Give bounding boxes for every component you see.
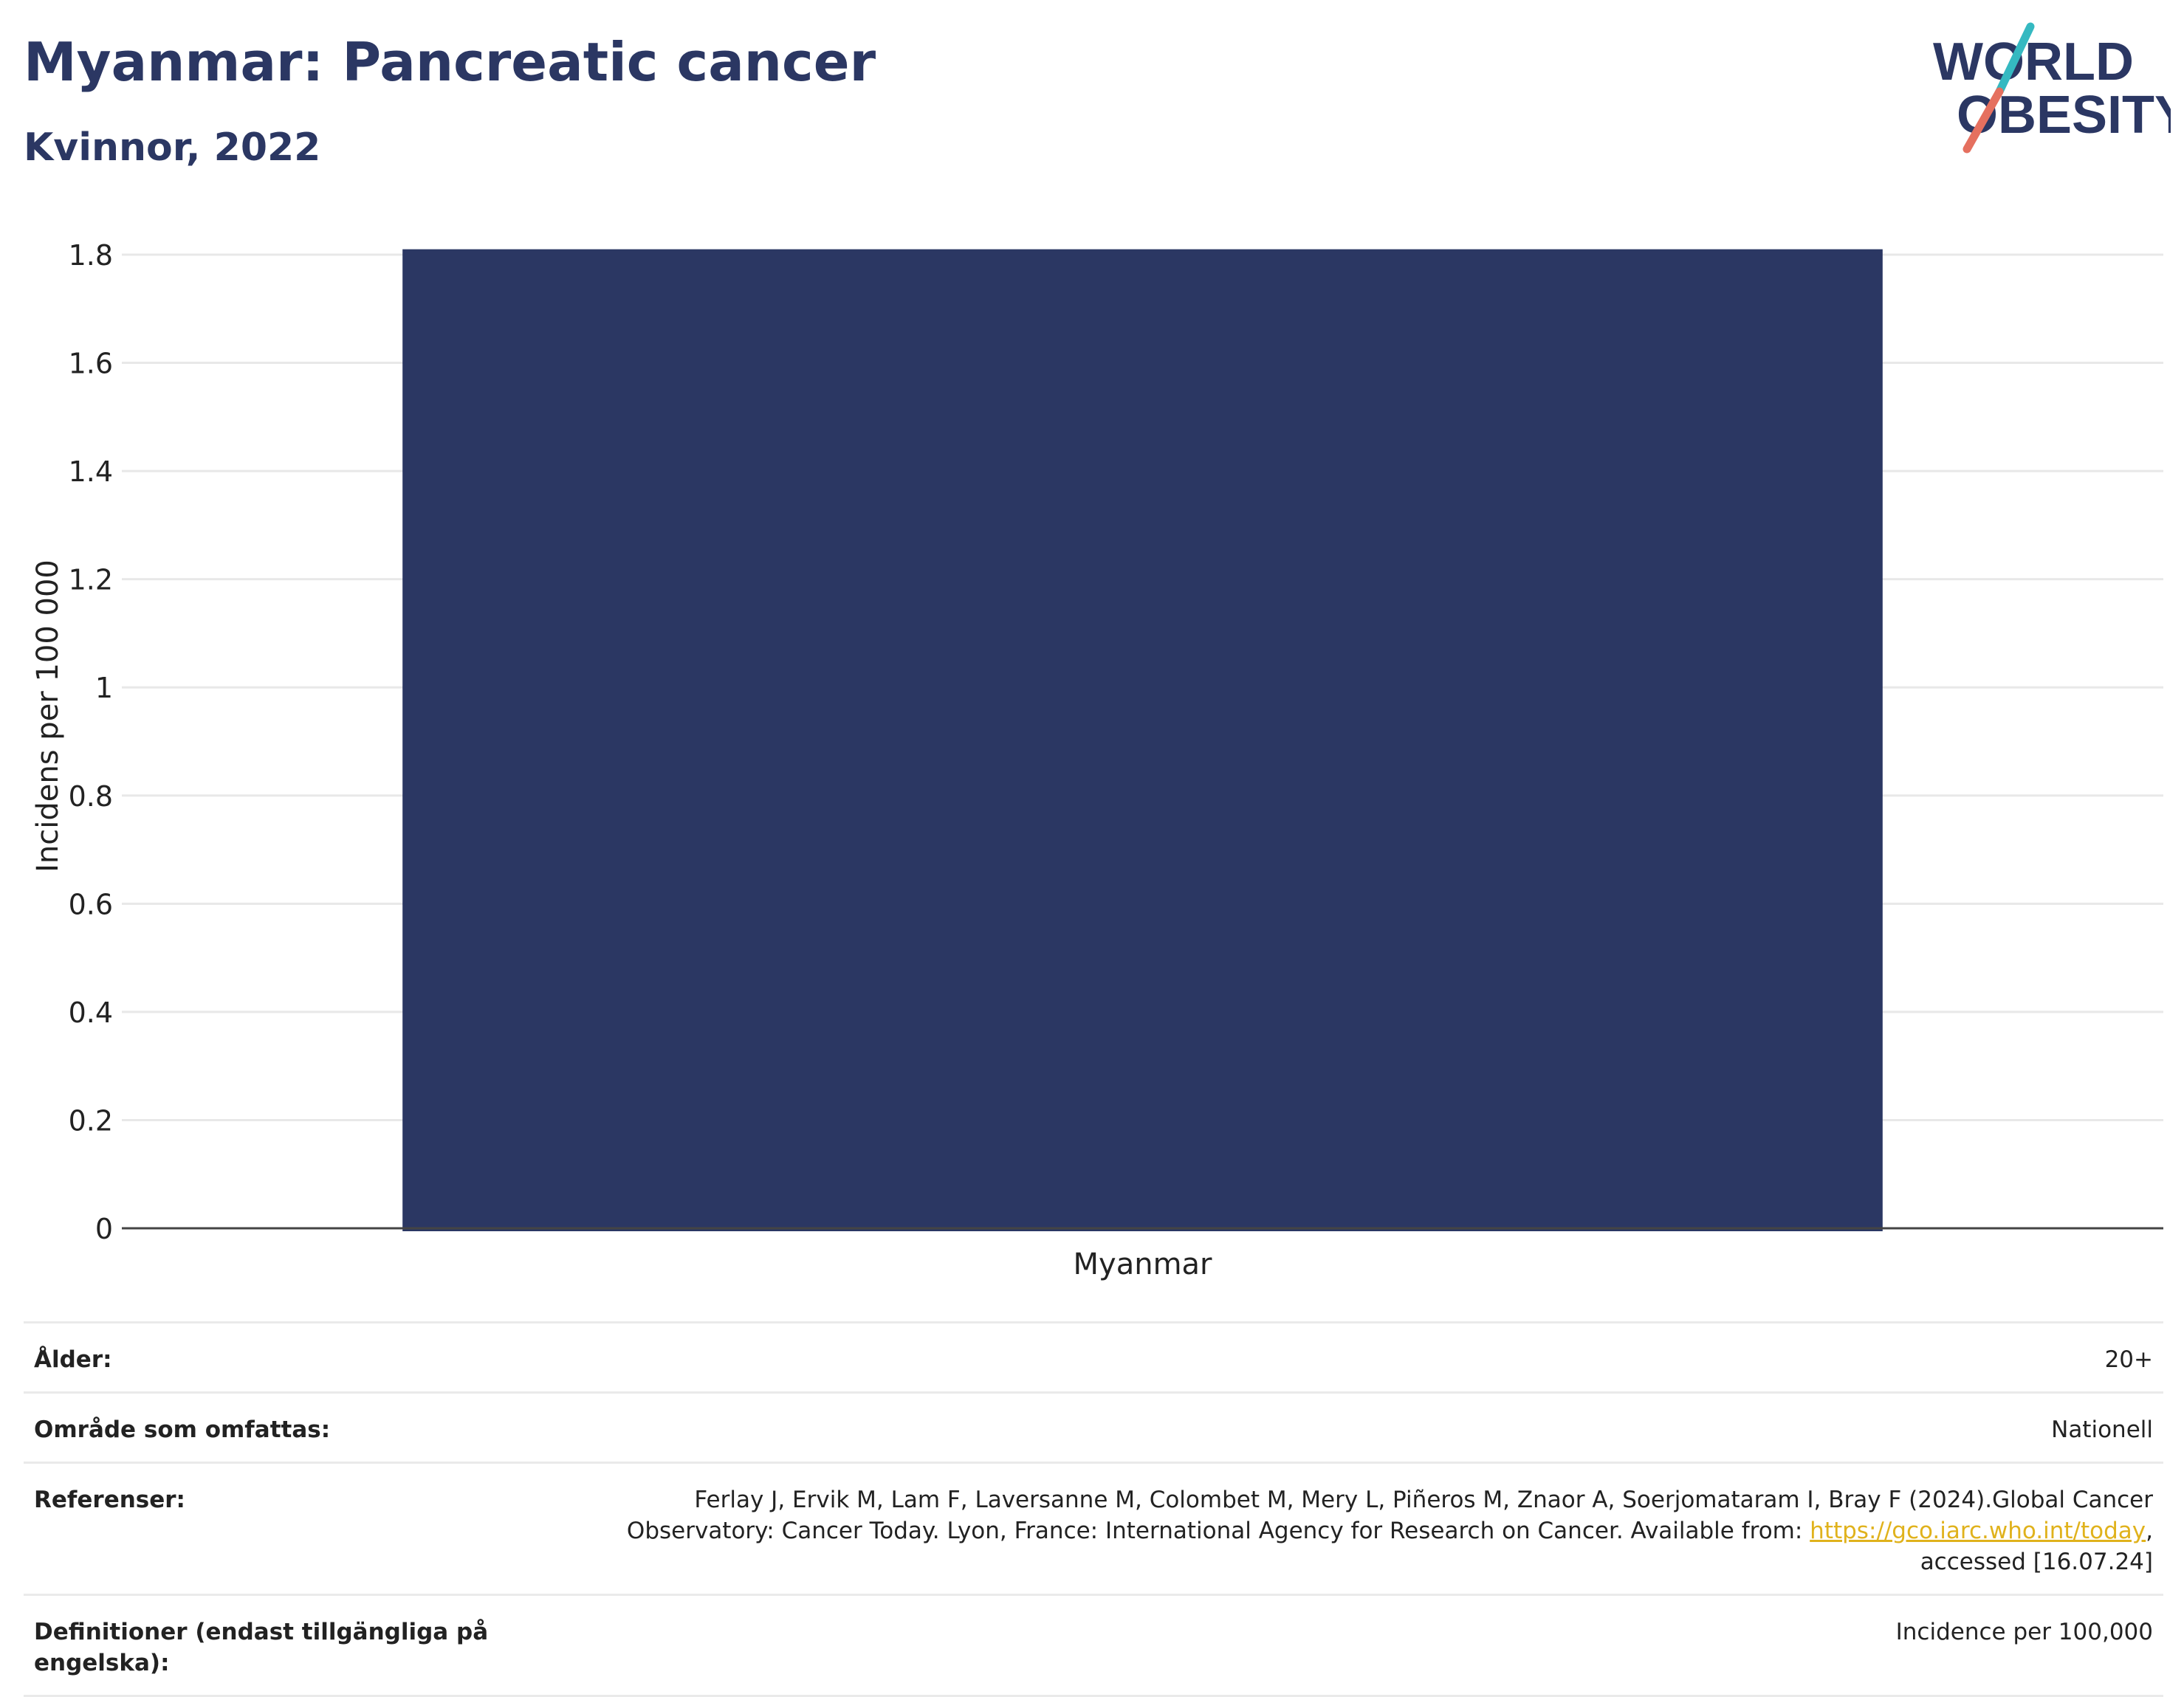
- y-axis-label: Incidens per 100 000: [31, 560, 65, 872]
- meta-row-age: Ålder: 20+: [24, 1321, 2163, 1391]
- y-tick-label: 1.2: [69, 564, 113, 596]
- page-title: Myanmar: Pancreatic cancer: [24, 31, 876, 93]
- meta-row-area: Område som omfattas: Nationell: [24, 1391, 2163, 1462]
- references-value: Ferlay J, Ervik M, Lam F, Laversanne M, …: [602, 1484, 2153, 1577]
- y-tick-label: 1: [95, 672, 113, 704]
- metadata-table: Ålder: 20+ Område som omfattas: Nationel…: [24, 1321, 2163, 1697]
- references-text: Ferlay J, Ervik M, Lam F, Laversanne M, …: [626, 1487, 2153, 1544]
- definitions-value: Incidence per 100,000: [1895, 1619, 2153, 1645]
- y-tick-label: 1.8: [69, 239, 113, 272]
- area-value: Nationell: [2051, 1417, 2153, 1443]
- y-tick-label: 0.8: [69, 780, 113, 813]
- y-tick-label: 0.4: [69, 996, 113, 1029]
- y-tick-label: 1.6: [69, 348, 113, 380]
- definitions-label: Definitioner (endast tillgängliga på eng…: [34, 1619, 489, 1676]
- logo-coral-slash: [1962, 87, 2004, 154]
- world-obesity-logo: WORLD OBESITY: [1933, 22, 2171, 154]
- age-value: 20+: [2104, 1346, 2153, 1373]
- references-label: Referenser:: [34, 1487, 185, 1513]
- page-subtitle: Kvinnor, 2022: [24, 125, 321, 170]
- references-link[interactable]: https://gco.iarc.who.int/today: [1810, 1518, 2146, 1544]
- bar-layer: [402, 249, 1883, 1231]
- meta-row-references: Referenser: Ferlay J, Ervik M, Lam F, La…: [24, 1462, 2163, 1594]
- bar-myanmar: [402, 249, 1883, 1231]
- axis-layer: 0 0.2 0.4 0.6 0.8 1 1.2 1.4 1.6 1.8 Myanmar: [69, 239, 2163, 1281]
- y-tick-label: 0.2: [69, 1104, 113, 1137]
- bar-chart: 0 0.2 0.4 0.6 0.8 1 1.2 1.4 1.6 1.8 Myanmar Incide…: [31, 239, 2163, 1281]
- age-label: Ålder:: [34, 1346, 112, 1373]
- logo-line2: OBESITY: [1957, 86, 2171, 145]
- logo-line1: WORLD: [1933, 32, 2134, 92]
- y-tick-label: 0: [95, 1213, 113, 1245]
- logo-teal-slash: [1995, 22, 2035, 96]
- area-label: Område som omfattas:: [34, 1417, 331, 1443]
- x-tick-label: Myanmar: [1074, 1247, 1213, 1281]
- y-tick-label: 0.6: [69, 888, 113, 920]
- meta-row-definitions: Definitioner (endast tillgängliga på eng…: [24, 1594, 2163, 1697]
- references-accessed: , accessed [16.07.24]: [1920, 1518, 2153, 1575]
- y-tick-label: 1.4: [69, 455, 113, 488]
